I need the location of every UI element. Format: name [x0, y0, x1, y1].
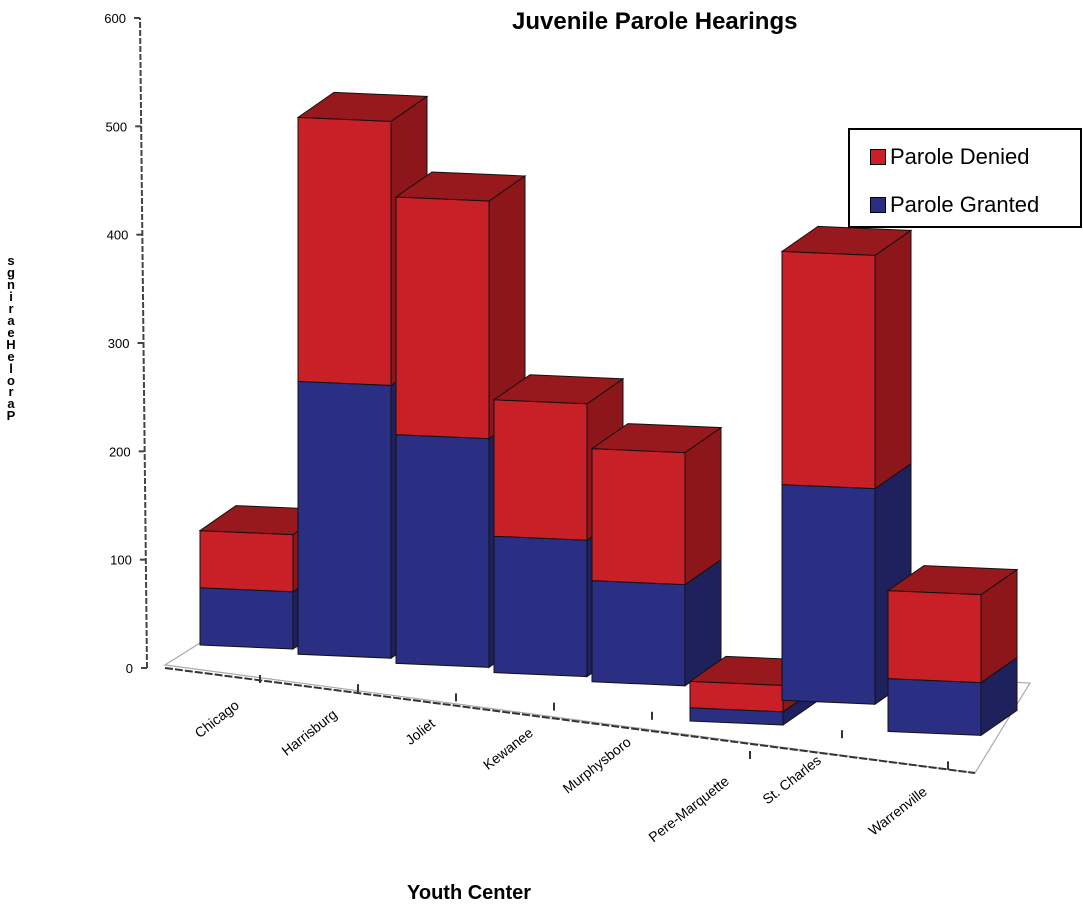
legend-swatch-granted — [870, 197, 886, 213]
x-tick-label: Murphysboro — [560, 733, 634, 796]
x-tick-label: Chicago — [192, 697, 242, 741]
bar-denied-front-1 — [297, 116, 392, 386]
bar-granted-front-4 — [591, 580, 686, 687]
x-tick-label: Kewanee — [480, 724, 536, 773]
bar-denied-front-7 — [887, 590, 982, 684]
legend-item-granted: Parole Granted — [870, 192, 1039, 218]
bar-top-3 — [492, 374, 625, 405]
bar-denied-front-4 — [591, 448, 686, 586]
x-tick-label: St. Charles — [759, 752, 823, 807]
y-tick-label: 100 — [110, 553, 132, 568]
y-tick-label: 200 — [109, 444, 131, 459]
x-axis-title: Youth Center — [407, 882, 532, 904]
bar-denied-front-3 — [493, 399, 588, 541]
y-tick-label: 300 — [108, 336, 130, 351]
bar-top-7 — [886, 565, 1019, 596]
bar-layer — [198, 91, 1019, 737]
bar-granted-front-6 — [781, 484, 876, 705]
x-tick-label: Joliet — [402, 715, 438, 748]
bar-denied-front-6 — [781, 250, 876, 490]
bar-denied-side-4 — [684, 426, 722, 586]
bar-denied-side-6 — [874, 229, 912, 490]
bar-granted-front-3 — [493, 535, 588, 678]
y-tick-label: 400 — [107, 228, 129, 243]
bar-denied-front-2 — [395, 196, 490, 440]
x-tick-label: Harrisburg — [278, 706, 339, 759]
bar-top-2 — [394, 171, 527, 202]
bar-denied-front-0 — [199, 530, 294, 593]
bar-top-6 — [780, 225, 913, 256]
bar-top-1 — [296, 91, 429, 122]
bar-top-4 — [590, 423, 723, 454]
legend-swatch-denied — [870, 149, 886, 165]
x-tick-label: Warrenville — [865, 783, 930, 839]
x-axis-line — [164, 667, 976, 774]
bar-granted-front-1 — [297, 380, 392, 659]
bar-granted-front-0 — [199, 587, 294, 650]
bar-granted-front-7 — [887, 678, 982, 736]
legend-label-granted: Parole Granted — [890, 192, 1040, 217]
y-tick-label: 0 — [126, 661, 133, 676]
legend-item-denied: Parole Denied — [870, 144, 1029, 170]
y-tick-label: 500 — [105, 119, 127, 134]
chart-title: Juvenile Parole Hearings — [512, 8, 798, 35]
bar-granted-front-2 — [395, 434, 490, 668]
legend-label-denied: Parole Denied — [890, 144, 1030, 169]
bar-denied-front-5 — [689, 680, 784, 713]
y-tick-label: 600 — [104, 11, 126, 26]
legend: Parole Denied Parole Granted — [848, 128, 1082, 228]
x-tick-label: Pere-Marquette — [645, 773, 732, 846]
